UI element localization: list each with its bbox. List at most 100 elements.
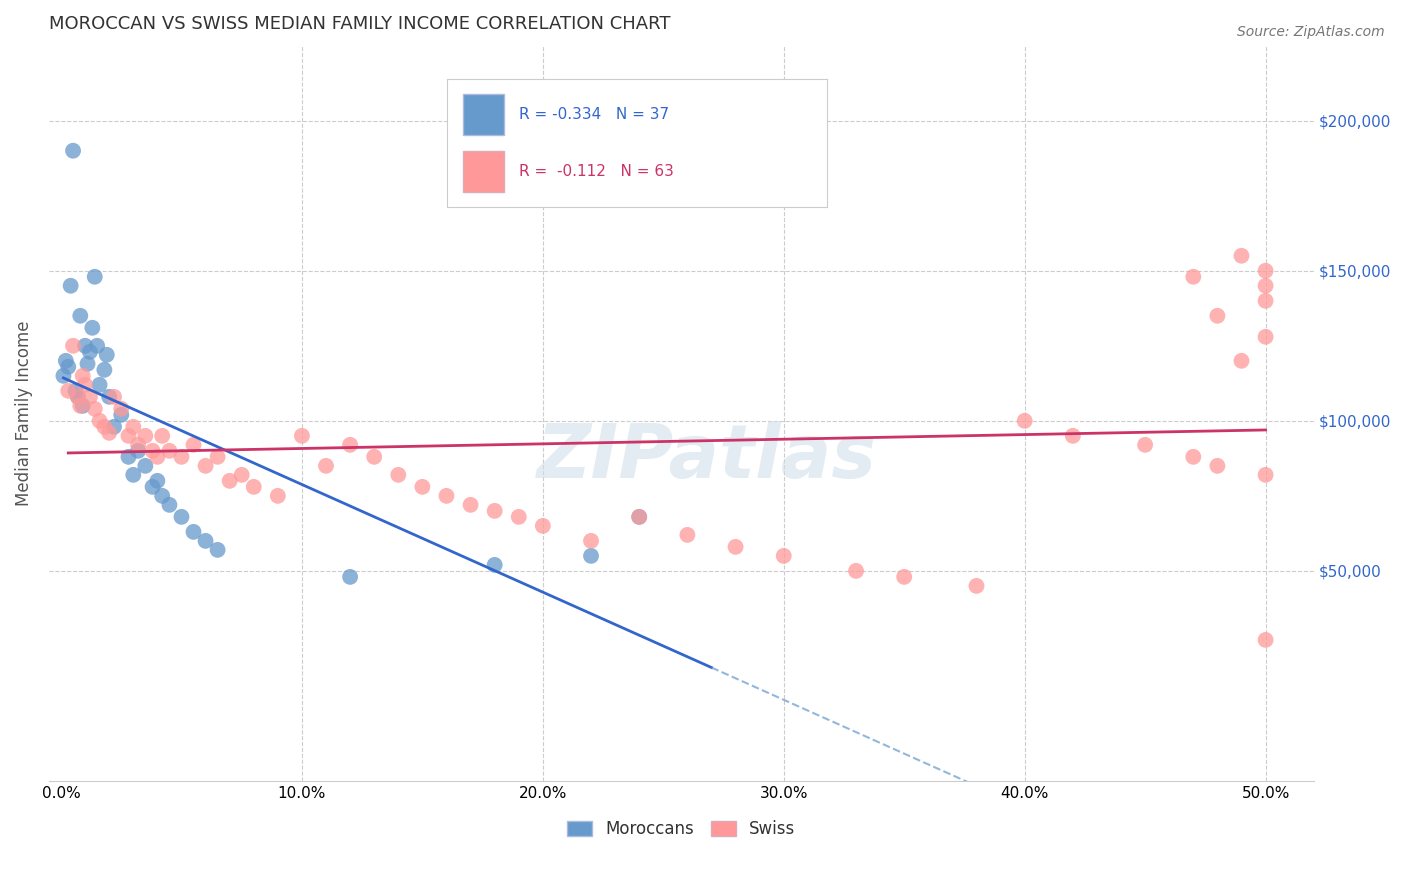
Point (66, 390, 89, 404)
Point (75, 377, 97, 392)
Point (117, 429, 139, 443)
Point (1182, 450, 1205, 464)
Point (966, 579, 988, 593)
Point (1254, 293, 1277, 308)
Point (159, 498, 181, 512)
Point (59, 278, 82, 293)
Point (150, 489, 173, 503)
Point (150, 429, 173, 443)
Point (194, 533, 217, 548)
Point (531, 519, 554, 533)
Point (231, 467, 253, 482)
Point (315, 458, 337, 473)
Point (110, 401, 132, 416)
Text: Source: ZipAtlas.com: Source: ZipAtlas.com (1237, 25, 1385, 39)
Point (363, 450, 385, 464)
Point (89, 414, 111, 428)
Point (72, 368, 94, 383)
Point (579, 549, 602, 563)
Point (1182, 269, 1205, 284)
Point (134, 429, 156, 443)
Point (183, 524, 205, 539)
Point (122, 420, 145, 434)
Point (387, 467, 409, 482)
Point (52, 368, 75, 383)
Point (170, 509, 193, 524)
Point (98, 390, 121, 404)
Point (93, 363, 115, 377)
Point (724, 540, 747, 554)
Point (411, 480, 433, 494)
Point (1254, 330, 1277, 344)
Point (58, 384, 80, 398)
Point (508, 509, 530, 524)
Point (69, 399, 91, 413)
Point (1254, 632, 1277, 647)
Point (142, 480, 165, 494)
Point (110, 408, 132, 422)
Point (69, 309, 91, 323)
Point (142, 443, 165, 458)
Point (122, 467, 145, 482)
Point (1206, 309, 1229, 323)
Point (79, 344, 101, 359)
Point (1230, 353, 1253, 368)
Point (1014, 414, 1036, 428)
Point (83, 401, 105, 416)
Legend: Moroccans, Swiss: Moroccans, Swiss (558, 812, 804, 847)
Point (146, 474, 169, 488)
Point (103, 390, 125, 404)
Point (1254, 278, 1277, 293)
Point (484, 558, 506, 572)
Point (83, 269, 105, 284)
Point (75, 339, 97, 353)
Text: MOROCCAN VS SWISS MEDIAN FAMILY INCOME CORRELATION CHART: MOROCCAN VS SWISS MEDIAN FAMILY INCOME C… (49, 15, 671, 33)
Point (82, 320, 104, 334)
Point (484, 504, 506, 518)
Point (127, 443, 149, 458)
Point (218, 474, 240, 488)
Point (628, 509, 651, 524)
Point (242, 480, 264, 494)
Point (79, 390, 101, 404)
Text: ZIPatlas: ZIPatlas (537, 421, 877, 494)
Point (117, 450, 139, 464)
Point (159, 443, 181, 458)
Point (579, 533, 602, 548)
Point (267, 489, 290, 503)
Point (676, 528, 699, 542)
Point (58, 359, 80, 374)
Point (89, 377, 111, 392)
Point (62, 339, 84, 353)
Point (62, 144, 84, 158)
Point (65, 384, 87, 398)
Point (194, 458, 217, 473)
Point (183, 438, 205, 452)
Point (845, 564, 868, 578)
Point (1230, 249, 1253, 263)
Point (134, 458, 156, 473)
Point (207, 450, 229, 464)
Point (127, 438, 149, 452)
Point (460, 498, 482, 512)
Point (339, 438, 361, 452)
Point (1254, 264, 1277, 278)
Point (339, 570, 361, 584)
Point (98, 425, 121, 440)
Point (146, 450, 169, 464)
Point (628, 509, 651, 524)
Point (1254, 467, 1277, 482)
Point (291, 429, 314, 443)
Y-axis label: Median Family Income: Median Family Income (15, 320, 32, 506)
Point (893, 570, 915, 584)
Point (72, 399, 94, 413)
Point (207, 542, 229, 557)
Point (170, 450, 193, 464)
Point (1206, 458, 1229, 473)
Point (55, 353, 77, 368)
Point (86, 339, 108, 353)
Point (1133, 438, 1156, 452)
Point (103, 420, 125, 434)
Point (66, 390, 89, 404)
Point (436, 489, 458, 503)
